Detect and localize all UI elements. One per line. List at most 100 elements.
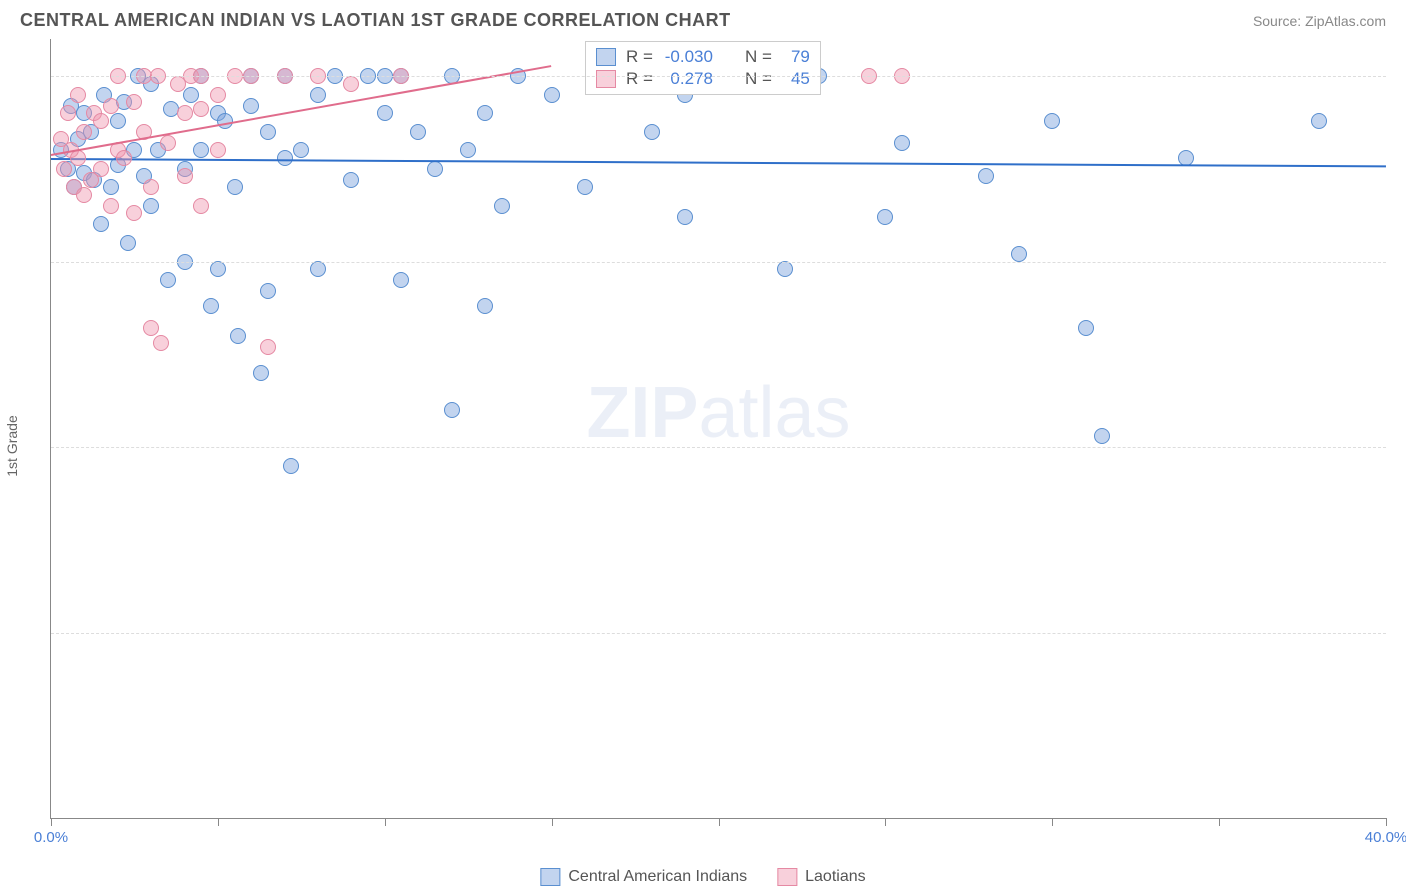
data-point (283, 458, 299, 474)
data-point (143, 198, 159, 214)
data-point (126, 205, 142, 221)
x-tick (51, 818, 52, 826)
data-point (477, 298, 493, 314)
stats-swatch (596, 48, 616, 66)
data-point (894, 135, 910, 151)
plot-area (51, 39, 1386, 818)
data-point (260, 283, 276, 299)
stats-row: R = -0.030 N = 79 (596, 46, 810, 68)
data-point (203, 298, 219, 314)
data-point (93, 216, 109, 232)
data-point (777, 261, 793, 277)
bottom-legend: Central American Indians Laotians (540, 868, 865, 886)
data-point (210, 142, 226, 158)
data-point (1094, 428, 1110, 444)
legend-label: Laotians (805, 868, 866, 886)
data-point (103, 179, 119, 195)
data-point (177, 105, 193, 121)
data-point (76, 187, 92, 203)
data-point (177, 168, 193, 184)
y-tick-label: 95.0% (1396, 253, 1406, 270)
data-point (1044, 113, 1060, 129)
data-point (103, 198, 119, 214)
data-point (56, 161, 72, 177)
legend-label: Central American Indians (568, 868, 747, 886)
x-tick (218, 818, 219, 826)
data-point (110, 113, 126, 129)
data-point (116, 150, 132, 166)
gridline (51, 633, 1386, 634)
data-point (253, 365, 269, 381)
data-point (217, 113, 233, 129)
data-point (210, 87, 226, 103)
data-point (460, 142, 476, 158)
data-point (70, 87, 86, 103)
data-point (76, 124, 92, 140)
data-point (193, 198, 209, 214)
data-point (93, 113, 109, 129)
data-point (93, 161, 109, 177)
data-point (444, 402, 460, 418)
y-tick-label: 100.0% (1396, 68, 1406, 85)
x-tick (552, 818, 553, 826)
n-label: N = (745, 69, 772, 89)
data-point (877, 209, 893, 225)
data-point (310, 261, 326, 277)
x-tick (719, 818, 720, 826)
data-point (644, 124, 660, 140)
data-point (310, 87, 326, 103)
legend-swatch (777, 868, 797, 886)
r-value: -0.030 (663, 47, 713, 67)
data-point (143, 320, 159, 336)
data-point (183, 87, 199, 103)
data-point (577, 179, 593, 195)
n-value: 45 (782, 69, 810, 89)
data-point (1311, 113, 1327, 129)
data-point (544, 87, 560, 103)
stats-swatch (596, 70, 616, 88)
data-point (377, 105, 393, 121)
data-point (427, 161, 443, 177)
gridline (51, 447, 1386, 448)
data-point (193, 101, 209, 117)
x-tick (1052, 818, 1053, 826)
n-label: N = (745, 47, 772, 67)
data-point (343, 172, 359, 188)
r-value: 0.278 (663, 69, 713, 89)
stats-row: R =0.278N =45 (596, 68, 810, 90)
data-point (143, 179, 159, 195)
data-point (60, 105, 76, 121)
x-tick (1219, 818, 1220, 826)
data-point (153, 335, 169, 351)
data-point (343, 76, 359, 92)
stats-legend-box: R = -0.030 N = 79R = 0.278 N = 45 (585, 41, 821, 95)
chart-title: CENTRAL AMERICAN INDIAN VS LAOTIAN 1ST G… (20, 10, 731, 31)
data-point (410, 124, 426, 140)
data-point (227, 179, 243, 195)
data-point (260, 124, 276, 140)
legend-item: Laotians (777, 868, 866, 886)
x-tick (885, 818, 886, 826)
legend-item: Central American Indians (540, 868, 747, 886)
y-tick-label: 85.0% (1396, 624, 1406, 641)
source-text: Source: ZipAtlas.com (1253, 13, 1386, 29)
data-point (1011, 246, 1027, 262)
data-point (126, 94, 142, 110)
x-tick-label-left: 0.0% (34, 829, 68, 846)
data-point (260, 339, 276, 355)
y-tick-label: 90.0% (1396, 439, 1406, 456)
data-point (477, 105, 493, 121)
r-label: R = (626, 47, 653, 67)
data-point (243, 98, 259, 114)
data-point (193, 142, 209, 158)
data-point (978, 168, 994, 184)
data-point (210, 261, 226, 277)
gridline (51, 76, 1386, 77)
data-point (277, 150, 293, 166)
gridline (51, 262, 1386, 263)
data-point (120, 235, 136, 251)
chart-area: ZIPatlas R =-0.030N =79R =0.278N =45 85.… (50, 39, 1386, 819)
data-point (677, 209, 693, 225)
data-point (160, 135, 176, 151)
n-value: 79 (782, 47, 810, 67)
